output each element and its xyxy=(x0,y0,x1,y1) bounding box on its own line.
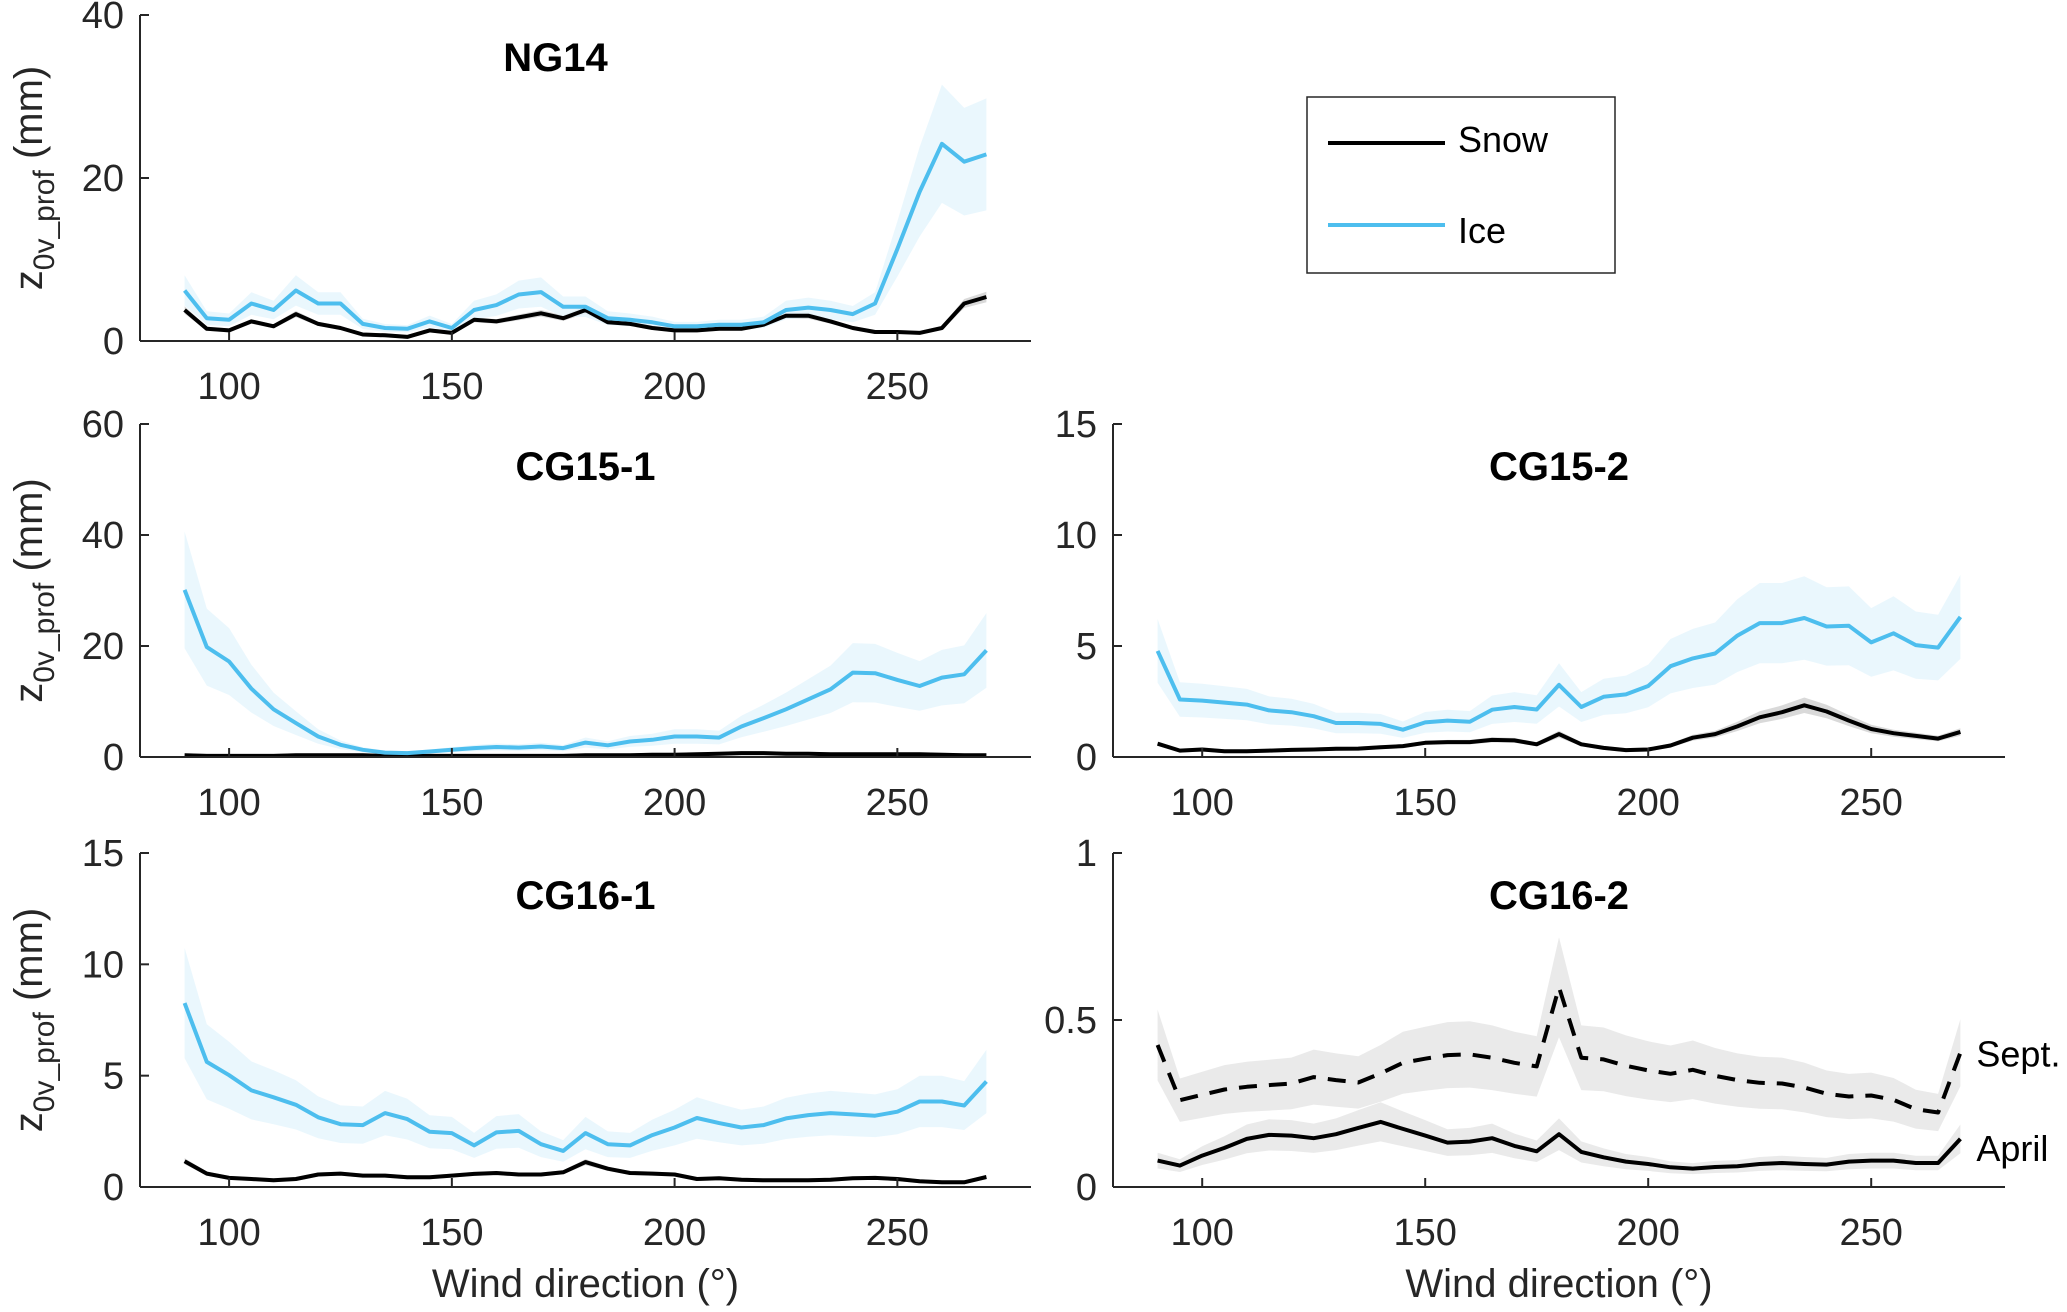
x-tick-label: 150 xyxy=(1393,782,1456,824)
y-tick-label: 60 xyxy=(82,404,124,446)
series-line-snow xyxy=(183,1159,987,1185)
legend: Snow Ice xyxy=(1306,96,1616,274)
x-tick-label: 100 xyxy=(1170,782,1233,824)
x-tick-label: 200 xyxy=(1616,782,1679,824)
y-tick-label: 15 xyxy=(1055,404,1097,446)
uncertainty-band-ice xyxy=(1157,574,1961,738)
series-line-snow xyxy=(183,295,987,339)
x-tick-label: 100 xyxy=(197,782,260,824)
x-tick-label: 150 xyxy=(420,782,483,824)
y-tick-label: 10 xyxy=(82,944,124,986)
x-tick-label: 150 xyxy=(1393,1212,1456,1254)
y-tick-label: 5 xyxy=(103,1056,124,1098)
series-line-ice xyxy=(182,589,988,756)
panel-cg16-1: 0 5 10 15 100 150 200 250 CG16-1 z0v_prof (mm) Win… xyxy=(7,833,1031,1306)
series-line-april xyxy=(1157,1119,1962,1171)
x-tick-label: 250 xyxy=(866,782,929,824)
y-tick-label: 10 xyxy=(1055,515,1097,557)
x-tick-label: 200 xyxy=(643,1212,706,1254)
panel-ng14: 0 20 40 100 150 200 250 NG14 z0v_prof (mm) xyxy=(7,0,1031,408)
panel-title: CG15-2 xyxy=(1489,445,1629,489)
uncertainty-band-snow xyxy=(1157,697,1961,754)
series-line-snow xyxy=(184,751,987,758)
y-tick-label: 0 xyxy=(103,737,124,779)
x-tick-label: 250 xyxy=(1839,1212,1902,1254)
panel-title: CG16-2 xyxy=(1489,874,1629,918)
uncertainty-band-ice xyxy=(184,947,987,1162)
uncertainty-band-ice xyxy=(184,531,987,756)
y-axis-label: z0v_prof (mm) xyxy=(7,908,61,1132)
series-line-ice xyxy=(182,1002,988,1153)
y-tick-label: 0 xyxy=(103,1167,124,1209)
legend-box xyxy=(1306,96,1616,274)
x-tick-label: 250 xyxy=(866,1212,929,1254)
y-tick-label: 5 xyxy=(1076,626,1097,668)
y-tick-label: 15 xyxy=(82,833,124,875)
legend-label-ice: Ice xyxy=(1458,210,1506,251)
x-tick-label: 200 xyxy=(643,366,706,408)
y-tick-label: 0.5 xyxy=(1044,1000,1097,1042)
panel-title: NG14 xyxy=(503,36,608,80)
x-tick-label: 150 xyxy=(420,366,483,408)
x-axis-label: Wind direction (°) xyxy=(432,1262,739,1306)
panel-cg15-1: 0 20 40 60 100 150 200 250 CG15-1 z0v_prof (mm) xyxy=(7,404,1031,824)
y-tick-label: 1 xyxy=(1076,833,1097,875)
series-annotation-april: April xyxy=(1976,1128,2048,1169)
x-tick-label: 150 xyxy=(420,1212,483,1254)
panel-title: CG15-1 xyxy=(515,445,655,489)
x-tick-label: 250 xyxy=(1839,782,1902,824)
x-axis-label: Wind direction (°) xyxy=(1405,1262,1712,1306)
x-tick-label: 200 xyxy=(643,782,706,824)
y-tick-label: 0 xyxy=(103,321,124,363)
x-tick-label: 200 xyxy=(1616,1212,1679,1254)
y-tick-label: 40 xyxy=(82,515,124,557)
x-tick-label: 100 xyxy=(197,1212,260,1254)
series-line-ice xyxy=(183,141,988,331)
x-tick-label: 100 xyxy=(197,366,260,408)
legend-label-snow: Snow xyxy=(1458,119,1549,160)
series-line-snow xyxy=(1157,703,1961,754)
y-tick-label: 20 xyxy=(82,626,124,668)
y-tick-label: 0 xyxy=(1076,737,1097,779)
panel-cg16-2: 0 0.5 1 100 150 200 250 CG16-2 Wind direction (°… xyxy=(1044,833,2060,1306)
panel-title: CG16-1 xyxy=(515,874,655,918)
y-axis-label: z0v_prof (mm) xyxy=(7,478,61,702)
uncertainty-band-april xyxy=(1157,1102,1961,1175)
y-tick-label: 0 xyxy=(1076,1167,1097,1209)
x-tick-label: 100 xyxy=(1170,1212,1233,1254)
y-tick-label: 20 xyxy=(82,158,124,200)
series-line-ice xyxy=(1155,615,1963,732)
uncertainty-band-sept xyxy=(1157,937,1961,1132)
y-axis-label: z0v_prof (mm) xyxy=(7,66,61,290)
panel-cg15-2: 0 5 10 15 100 150 200 250 CG15-2 xyxy=(1055,404,2005,824)
y-tick-label: 40 xyxy=(82,0,124,37)
x-tick-label: 250 xyxy=(866,366,929,408)
series-annotation-sept: Sept. xyxy=(1976,1034,2060,1075)
